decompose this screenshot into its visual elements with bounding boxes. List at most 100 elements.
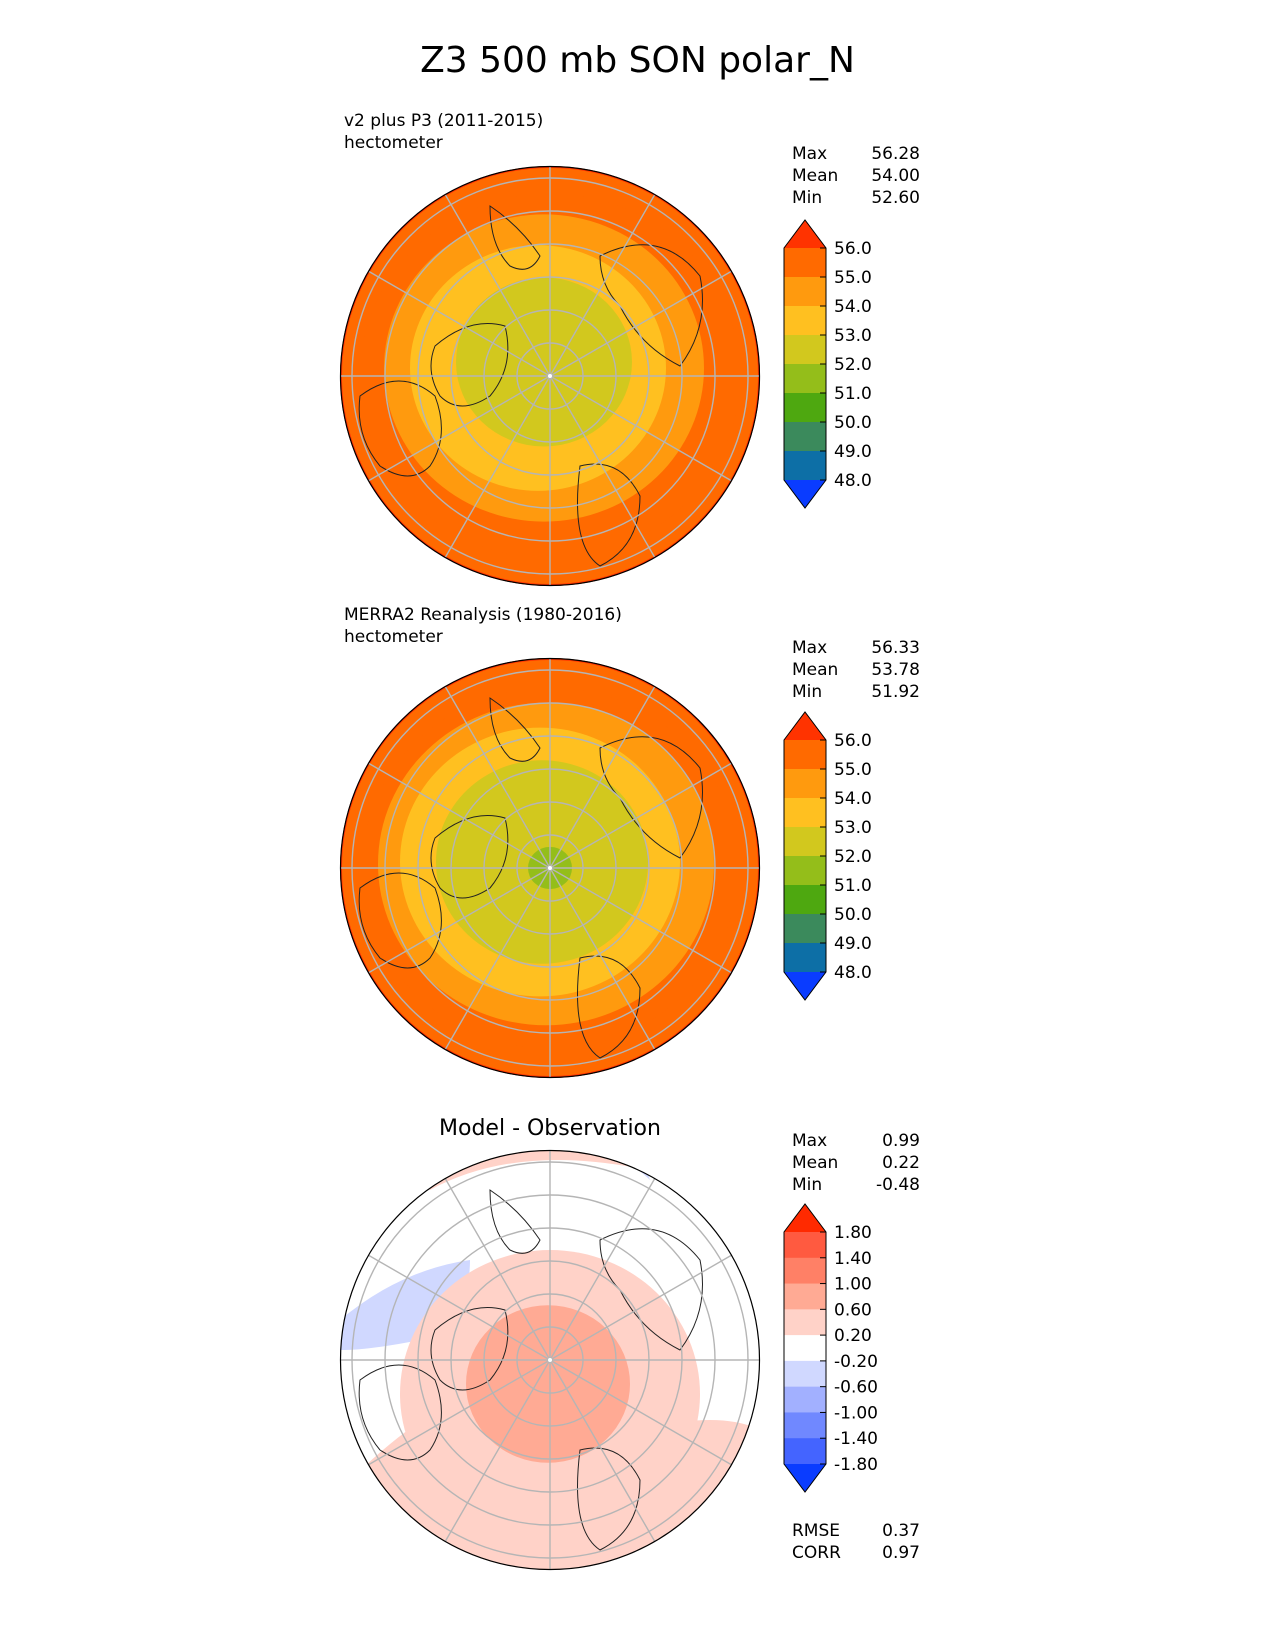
panel-1-polar-map	[339, 165, 761, 587]
meridian-line	[549, 193, 656, 377]
colorbar-segment	[784, 1257, 826, 1285]
panel-2-mean-value: 53.78	[871, 660, 920, 680]
panel-1-min-value: 52.60	[871, 188, 920, 208]
meridian-line	[549, 1177, 656, 1361]
panel-1-units: hectometer	[344, 133, 443, 153]
coastline-greenland	[430, 1307, 509, 1391]
colorbar-extend-top	[784, 712, 826, 740]
meridian-line	[549, 270, 733, 377]
colorbar-tick-label: 48.0	[834, 963, 872, 983]
panel-1-stats: Max 56.28 Mean 54.00 Min 52.60	[792, 143, 920, 209]
colorbar-tick-label: 56.0	[834, 239, 872, 259]
colorbar-segment	[784, 1335, 826, 1362]
panel-3-stats: Max 0.99 Mean 0.22 Min -0.48	[792, 1130, 920, 1196]
meridian-line	[367, 375, 551, 482]
colorbar-segment	[784, 1438, 826, 1465]
meridian-line	[549, 867, 656, 1051]
coastline-europe	[577, 955, 641, 1059]
panel-2-stats: Max 56.33 Mean 53.78 Min 51.92	[792, 637, 920, 703]
colorbar-tick-label: 0.20	[834, 1326, 872, 1346]
colorbar-segment	[784, 885, 826, 915]
panel-1-title: v2 plus P3 (2011-2015) hectometer	[344, 110, 543, 154]
panel-1-mean-value: 54.00	[871, 166, 920, 186]
meridian-line	[367, 1254, 551, 1361]
coastline-europe	[577, 1447, 641, 1551]
colorbar-segment	[784, 451, 826, 481]
colorbar-segment	[784, 277, 826, 307]
meridian-line	[549, 1359, 733, 1466]
panel-2-max-label: Max	[792, 638, 828, 658]
panel-1-min-label: Min	[792, 188, 823, 208]
coastline-greenland	[430, 815, 509, 899]
meridian-line	[444, 685, 551, 869]
panel-1-title-line1: v2 plus P3 (2011-2015)	[344, 111, 544, 131]
colorbar-segment	[784, 1360, 826, 1388]
colorbar-segment	[784, 943, 826, 973]
colorbar-tick-label: 49.0	[834, 934, 872, 954]
colorbar-segment	[784, 393, 826, 423]
colorbar-segment	[784, 364, 826, 394]
colorbar-extend-top	[784, 220, 826, 248]
meridian-line	[444, 375, 551, 559]
colorbar-tick-label: 51.0	[834, 384, 872, 404]
coastlines	[358, 205, 703, 567]
colorbar-segment	[784, 740, 826, 770]
colorbar-segment	[784, 769, 826, 799]
graticule	[340, 1150, 760, 1570]
colorbar-tick-label: -0.60	[834, 1378, 878, 1398]
colorbar-segment	[784, 1309, 826, 1336]
panel-2-colorbar: 56.0 55.0 54.0 53.0 52.0 51.0 50.0 49.0 48.0	[783, 711, 872, 1001]
colorbar-tick-label: 51.0	[834, 876, 872, 896]
meridian-line	[367, 867, 551, 974]
colorbar-segment	[784, 914, 826, 944]
corr-value: 0.97	[882, 1543, 920, 1563]
colorbar-tick-label: 54.0	[834, 297, 872, 317]
colorbar-tick-label: 54.0	[834, 789, 872, 809]
panel-3-mean-value: 0.22	[882, 1153, 920, 1173]
meridian-line	[444, 193, 551, 377]
colorbar-tick-label: -1.80	[834, 1455, 878, 1475]
colorbar-segment	[784, 335, 826, 365]
map-boundary	[339, 165, 761, 587]
colorbar-segment	[784, 422, 826, 452]
panel-3-mean-label: Mean	[792, 1153, 839, 1173]
panel-2-polar-map	[339, 657, 761, 1079]
colorbar-extend-bottom	[784, 1464, 826, 1492]
colorbar-segment	[784, 1386, 826, 1413]
colorbar-tick-label: 48.0	[834, 471, 872, 491]
colorbar-segment	[784, 306, 826, 336]
corr-label: CORR	[792, 1543, 841, 1563]
panel-2-units: hectometer	[344, 627, 443, 647]
meridian-line	[444, 1177, 551, 1361]
colorbar-tick-label: 50.0	[834, 413, 872, 433]
colorbar-tick-label: 50.0	[834, 905, 872, 925]
meridian-line	[549, 1254, 733, 1361]
colorbar-tick-label: 1.00	[834, 1275, 872, 1295]
meridian-line	[549, 685, 656, 869]
colorbar-tick-label: 52.0	[834, 355, 872, 375]
coastline-canada	[358, 380, 442, 477]
panel-3-title: Model - Observation	[439, 1116, 661, 1141]
coastline-europe	[577, 463, 641, 567]
colorbar-tick-label: -1.00	[834, 1403, 878, 1423]
figure-title: Z3 500 mb SON polar_N	[420, 40, 855, 81]
colorbar-tick-label: 55.0	[834, 268, 872, 288]
pole-marker	[548, 1358, 552, 1362]
colorbar-segment	[784, 1283, 826, 1310]
colorbar-segment	[784, 248, 826, 278]
colorbar-tick-label: -0.20	[834, 1352, 878, 1372]
coastline-alaska	[489, 205, 541, 270]
colorbar-tick-label: -1.40	[834, 1429, 878, 1449]
coastline-canada	[358, 872, 442, 969]
meridian-line	[549, 762, 733, 869]
coastline-greenland	[430, 323, 509, 407]
colorbar-tick-label: 0.60	[834, 1300, 872, 1320]
panel-1-max-label: Max	[792, 144, 828, 164]
coastline-canada	[358, 1364, 442, 1461]
meridian-line	[444, 867, 551, 1051]
colorbar-tick-label: 1.40	[834, 1249, 872, 1269]
meridian-line	[367, 270, 551, 377]
colorbar-tick-label: 52.0	[834, 847, 872, 867]
panel-3-min-label: Min	[792, 1175, 823, 1195]
panel-3-max-label: Max	[792, 1131, 828, 1151]
